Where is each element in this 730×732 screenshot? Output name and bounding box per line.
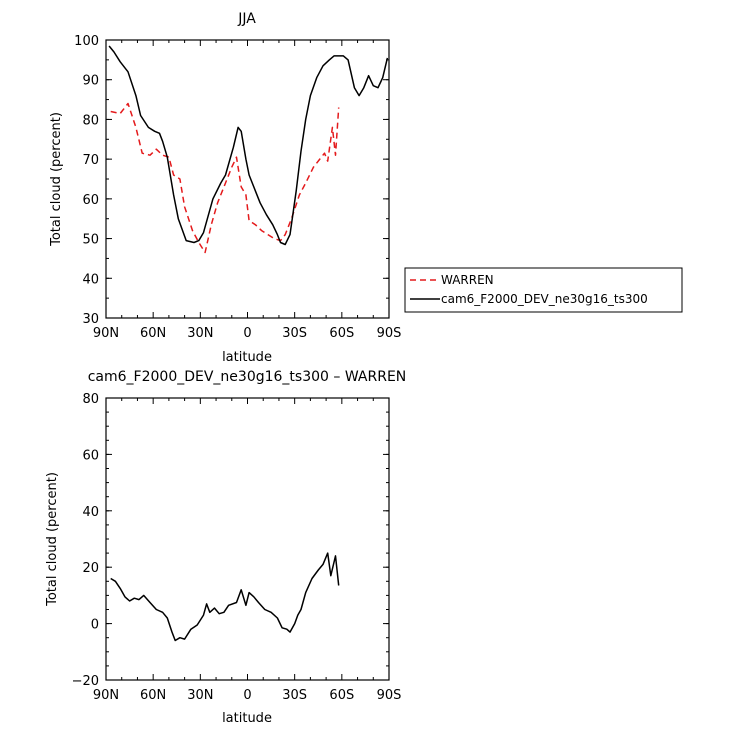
top-x-tick-label: 0 xyxy=(243,326,251,341)
bottom-x-tick-label: 30N xyxy=(187,688,213,703)
legend: WARREN cam6_F2000_DEV_ne30g16_ts300 xyxy=(404,267,683,313)
top-y-tick-label: 40 xyxy=(82,272,99,287)
bottom-x-tick-label: 60S xyxy=(329,688,354,703)
bottom-plot-series xyxy=(110,552,340,642)
top-y-tick-label: 90 xyxy=(82,74,99,89)
bottom-plot-frame xyxy=(105,397,390,681)
top-series-line-warren xyxy=(110,102,340,254)
top-ticks: 90N 60N 30N 0 30S 60S 90S 30 40 50 60 70 80 90 100 xyxy=(74,34,401,341)
bottom-y-tick-label: 0 xyxy=(91,618,99,633)
top-x-tick-label: 60N xyxy=(140,326,166,341)
bottom-x-tick-label: 30S xyxy=(282,688,307,703)
top-x-tick-label: 90S xyxy=(377,326,402,341)
top-x-tick-label: 30N xyxy=(187,326,213,341)
top-plot-frame xyxy=(105,39,390,319)
top-y-tick-label: 60 xyxy=(82,193,99,208)
top-y-tick-label: 50 xyxy=(82,233,99,248)
top-x-tick-label: 30S xyxy=(282,326,307,341)
bottom-x-tick-label: 90N xyxy=(93,688,119,703)
bottom-x-tick-label: 0 xyxy=(243,688,251,703)
bottom-y-tick-label: 20 xyxy=(82,561,99,576)
bottom-y-tick-label: 80 xyxy=(82,392,99,407)
top-y-tick-label: 80 xyxy=(82,113,99,128)
top-panel: JJA 90N 60N 30N 0 30S 60S 90S 30 40 50 60 70 80 90 100… xyxy=(49,11,683,365)
legend-label-warren: WARREN xyxy=(441,273,494,287)
top-y-tick-label: 100 xyxy=(74,34,99,49)
bottom-x-tick-label: 90S xyxy=(377,688,402,703)
top-x-tick-label: 90N xyxy=(93,326,119,341)
top-y-axis-label: Total cloud (percent) xyxy=(49,112,64,247)
top-y-tick-label: 70 xyxy=(82,153,99,168)
legend-label-model: cam6_F2000_DEV_ne30g16_ts300 xyxy=(441,292,648,306)
top-x-tick-label: 60S xyxy=(329,326,354,341)
top-plot-series xyxy=(108,45,389,254)
bottom-ticks: 90N 60N 30N 0 30S 60S 90S −20 0 20 40 60 80 xyxy=(72,392,402,703)
bottom-x-axis-label: latitude xyxy=(222,711,272,726)
bottom-chart-title: cam6_F2000_DEV_ne30g16_ts300 – WARREN xyxy=(88,369,407,385)
top-y-tick-label: 30 xyxy=(82,312,99,327)
bottom-panel: cam6_F2000_DEV_ne30g16_ts300 – WARREN 90… xyxy=(45,369,406,726)
bottom-y-tick-label: 40 xyxy=(82,505,99,520)
top-chart-title: JJA xyxy=(237,11,256,27)
top-x-axis-label: latitude xyxy=(222,350,272,365)
bottom-y-tick-label: −20 xyxy=(72,674,99,689)
bottom-x-tick-label: 60N xyxy=(140,688,166,703)
bottom-series-line-difference xyxy=(110,552,340,642)
legend-box xyxy=(404,267,683,313)
top-series-line-cam6-f2000-dev-ne30g16-ts300 xyxy=(108,45,389,246)
bottom-y-tick-label: 60 xyxy=(82,448,99,463)
bottom-y-axis-label: Total cloud (percent) xyxy=(45,472,60,607)
